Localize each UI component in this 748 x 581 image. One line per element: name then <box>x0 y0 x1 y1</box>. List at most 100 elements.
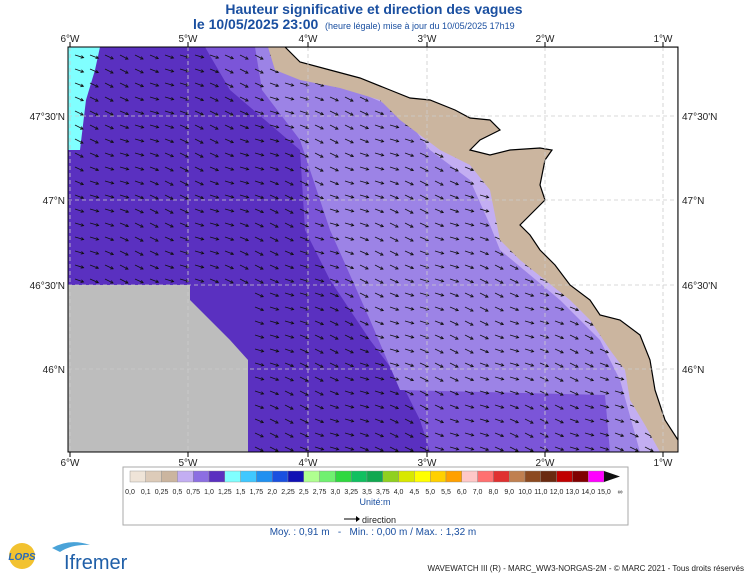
direction-arrow-head <box>259 252 264 256</box>
direction-arrow <box>74 180 84 185</box>
direction-arrow <box>389 390 399 395</box>
direction-arrow-head <box>95 84 99 88</box>
direction-arrow <box>464 166 474 171</box>
direction-arrow-head <box>80 154 84 158</box>
direction-arrow <box>389 180 399 185</box>
direction-arrow-head <box>259 266 264 270</box>
direction-arrow <box>359 292 369 298</box>
direction-arrow-head <box>155 238 159 242</box>
direction-arrow-head <box>139 238 144 242</box>
direction-arrow <box>119 208 129 213</box>
direction-arrow-head <box>470 308 474 312</box>
direction-arrow <box>509 362 519 366</box>
direction-arrow-head <box>575 307 580 312</box>
colorbar-swatch <box>256 470 273 483</box>
direction-arrow <box>374 264 384 270</box>
direction-arrow-head <box>334 336 339 340</box>
colorbar-label: 9,0 <box>504 489 514 496</box>
direction-arrow-head <box>410 252 414 256</box>
direction-arrow <box>284 82 294 86</box>
direction-arrow <box>374 194 384 199</box>
direction-arrow <box>194 110 204 116</box>
direction-arrow-head <box>335 293 340 298</box>
direction-arrow-head <box>305 111 310 115</box>
direction-arrow <box>464 404 474 409</box>
direction-arrow-head <box>110 209 115 213</box>
direction-arrow-head <box>80 195 85 199</box>
direction-arrow-head <box>485 223 490 227</box>
direction-arrow <box>494 306 504 312</box>
direction-arrow-head <box>260 125 265 129</box>
direction-arrow <box>299 418 309 424</box>
direction-arrow-head <box>95 55 100 60</box>
direction-arrow <box>194 250 204 254</box>
direction-arrow-head <box>275 153 280 157</box>
direction-arrow <box>314 418 324 423</box>
direction-arrow <box>254 138 264 142</box>
direction-arrow <box>509 432 519 438</box>
direction-arrow-head <box>290 448 294 452</box>
direction-arrow <box>89 236 99 241</box>
direction-arrow-head <box>95 98 99 102</box>
direction-arrow-head <box>349 308 354 312</box>
direction-arrow-head <box>455 322 459 326</box>
direction-arrow-head <box>155 252 159 256</box>
direction-arrow-head <box>170 210 174 214</box>
direction-arrow-head <box>244 70 249 74</box>
direction-arrow <box>359 446 369 451</box>
direction-arrow-head <box>200 83 205 87</box>
direction-arrow <box>464 264 474 269</box>
direction-arrow <box>329 166 339 172</box>
direction-arrow-head <box>245 112 249 116</box>
direction-arrow <box>359 250 369 256</box>
direction-arrow <box>179 180 189 186</box>
direction-arrow <box>74 250 84 254</box>
direction-arrow-head <box>409 434 414 438</box>
direction-arrow-head <box>455 405 460 410</box>
direction-arrow <box>584 334 594 340</box>
direction-arrow <box>239 278 249 284</box>
direction-arrow-head <box>320 406 324 410</box>
direction-arrow <box>314 376 324 382</box>
direction-arrow-head <box>200 182 204 186</box>
direction-arrow-head <box>515 363 520 367</box>
direction-arrow <box>134 278 144 284</box>
direction-arrow-head <box>274 224 279 228</box>
colorbar-swatch <box>366 470 384 483</box>
direction-arrow <box>389 208 399 214</box>
direction-arrow <box>254 334 264 339</box>
direction-arrow <box>254 264 264 270</box>
direction-arrow-head <box>485 433 490 437</box>
direction-arrow-head <box>380 321 385 326</box>
direction-arrow <box>194 82 204 87</box>
direction-arrow <box>329 446 339 450</box>
direction-arrow <box>554 390 564 396</box>
direction-arrow-head <box>470 181 475 185</box>
direction-arrow-head <box>380 349 385 353</box>
direction-arrow-head <box>260 84 264 88</box>
direction-arrow <box>539 446 549 452</box>
direction-arrow <box>389 432 399 438</box>
direction-arrow <box>359 138 369 143</box>
direction-arrow <box>329 138 339 144</box>
direction-arrow <box>329 208 339 213</box>
direction-arrow-head <box>95 126 99 130</box>
direction-arrow-head <box>440 279 445 283</box>
direction-arrow <box>599 390 609 395</box>
direction-arrow <box>464 236 474 240</box>
direction-arrow-head <box>394 238 399 242</box>
direction-arrow-head <box>394 252 399 256</box>
direction-arrow-head <box>335 195 340 199</box>
direction-arrow-head <box>335 279 340 283</box>
direction-arrow <box>239 82 249 88</box>
direction-arrow <box>374 334 384 339</box>
direction-arrow <box>479 432 489 437</box>
direction-arrow <box>269 180 279 185</box>
direction-arrow-head <box>515 307 520 312</box>
direction-arrow <box>344 222 354 226</box>
direction-arrow-head <box>289 420 294 424</box>
direction-arrow <box>584 390 594 395</box>
direction-arrow <box>404 362 414 367</box>
colorbar-swatch <box>509 470 526 483</box>
direction-arrow <box>314 320 324 325</box>
